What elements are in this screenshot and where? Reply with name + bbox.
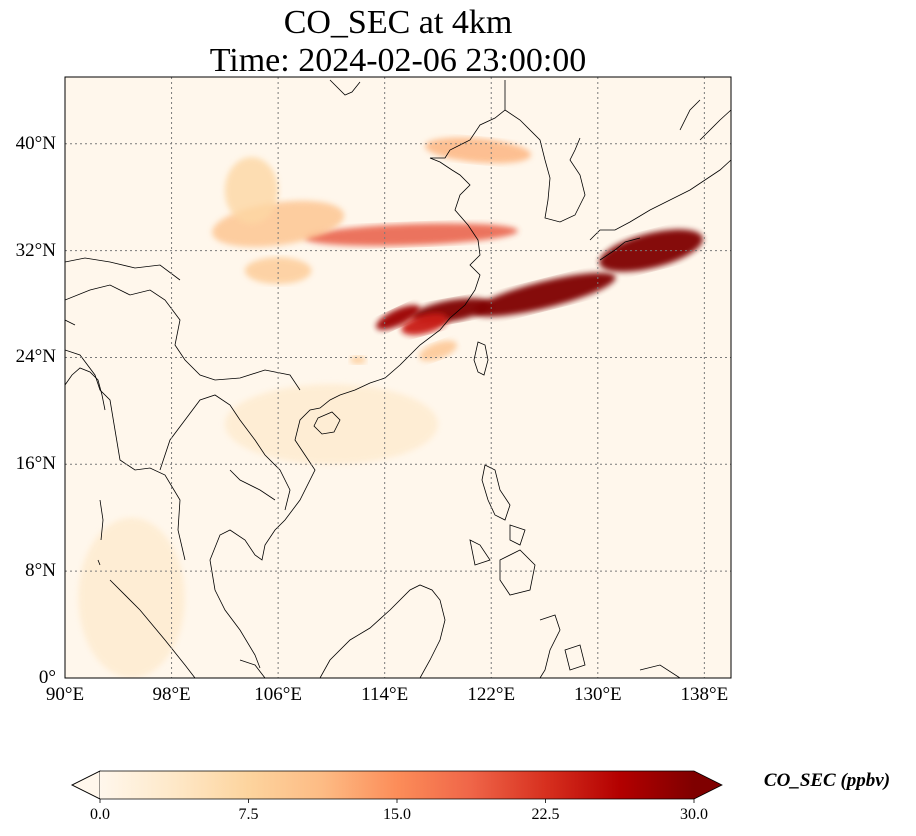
plot-time-subtitle: Time: 2024-02-06 23:00:00 [209,42,587,79]
coastline-mindanao [469,524,536,596]
colorbar-tick-label: 7.5 [238,806,259,823]
lat-tick-label: 24°N [15,346,56,368]
coastline-andaman [97,499,104,566]
colorbar-max-extend [694,771,722,799]
lon-tick-label: 138°E [680,684,729,705]
colorbar-min-extend [71,770,101,800]
colorbar-tick-label: 0.0 [90,806,110,823]
lat-tick-label: 8°N [25,560,56,582]
co-plume-1 [473,272,616,317]
co-plume-13 [78,517,185,678]
map-gridlines [65,77,731,678]
coastline-taiwan [473,341,489,376]
co-plume-5 [304,223,518,246]
co-plume-3 [376,304,420,330]
lon-tick-label: 90°E [45,684,85,705]
lat-tick-label: 0° [38,667,56,688]
coastline-bay-of-bengal [65,367,106,411]
coastline-luzon [481,464,511,521]
coastlines-borders [65,79,731,678]
lon-tick-label: 122°E [467,684,516,705]
lat-tick-label: 32°N [15,239,56,261]
colorbar-tick-label: 22.5 [531,806,560,823]
colorbar-gradient [100,771,694,799]
co-plume-10 [418,340,457,361]
coastline-sumatra [109,579,266,678]
lon-tick-label: 98°E [152,684,191,705]
co-plume-12 [224,384,438,465]
co-plume-8 [244,257,312,285]
colorbar-tick-label: 15.0 [383,806,411,823]
map-frame [64,76,732,679]
coastline-borneo [319,584,446,678]
country-borders [65,257,301,561]
plot-title: CO_SEC at 4km [283,4,513,41]
lat-tick-label: 16°N [15,453,56,475]
colorbar-tick-label: 30.0 [680,806,708,823]
co-plume-7 [224,157,279,224]
coastline-mainland [209,79,506,669]
coastline-sulawesi [539,614,681,678]
coastline-hainan [313,411,341,435]
lon-tick-label: 114°E [361,684,409,705]
co-plume-11 [350,356,367,365]
co-plume-4 [401,313,448,336]
lat-tick-label: 40°N [15,132,56,154]
lon-tick-label: 106°E [254,684,302,705]
lon-tick-label: 130°E [573,684,622,705]
coastline-japan [589,99,731,261]
colorbar-label: CO_SEC (ppbv) [763,770,891,791]
